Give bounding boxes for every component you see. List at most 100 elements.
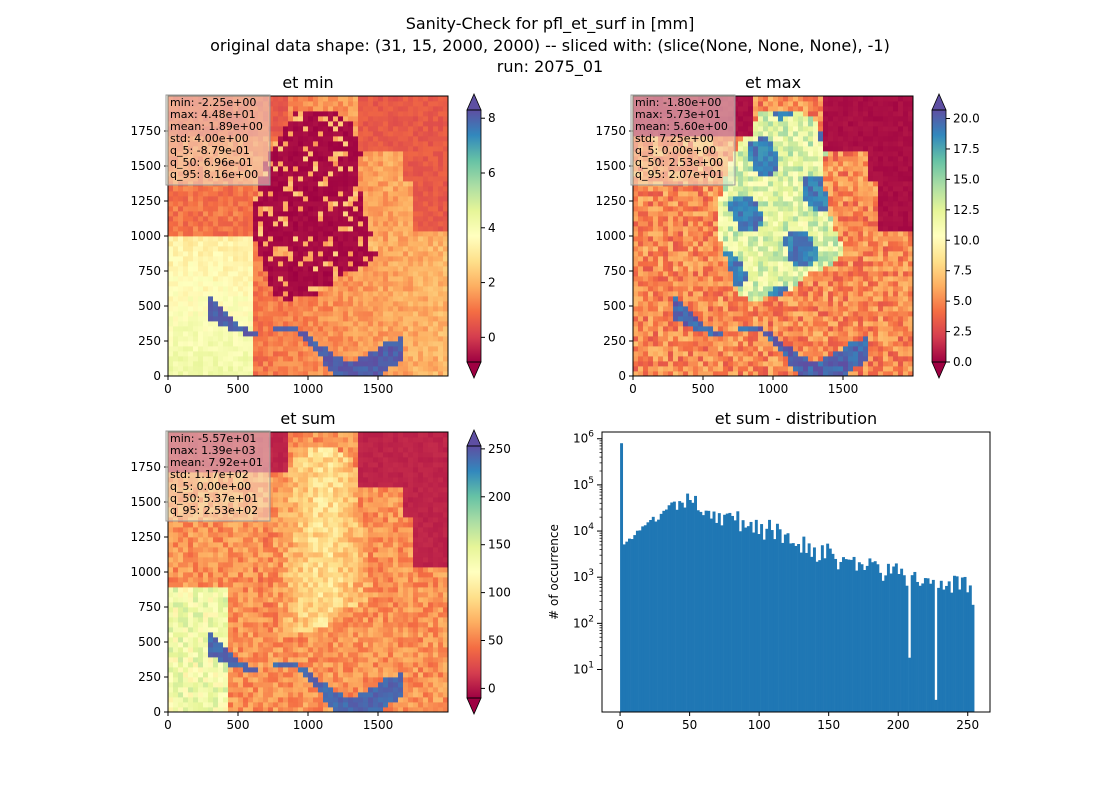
- heatmap-cell: [193, 246, 199, 252]
- heatmap-cell: [758, 291, 764, 297]
- heatmap-cell: [393, 286, 399, 292]
- heatmap-cell: [433, 231, 439, 237]
- heatmap-cell: [698, 216, 704, 222]
- heatmap-cell: [298, 106, 304, 112]
- heatmap-cell: [378, 111, 384, 117]
- heatmap-cell: [368, 186, 374, 192]
- heatmap-cell: [688, 301, 694, 307]
- heatmap-cell: [368, 126, 374, 132]
- heatmap-cell: [783, 351, 789, 357]
- heatmap-cell: [708, 286, 714, 292]
- heatmap-cell: [438, 366, 444, 372]
- heatmap-cell: [418, 331, 424, 337]
- heatmap-cell: [348, 371, 354, 376]
- heatmap-cell: [733, 341, 739, 347]
- heatmap-cell: [263, 251, 269, 257]
- heatmap-cell: [218, 196, 224, 202]
- heatmap-cell: [703, 316, 709, 322]
- heatmap-cell: [233, 271, 239, 277]
- heatmap-cell: [253, 196, 259, 202]
- heatmap-cell: [373, 371, 379, 376]
- heatmap-cell: [428, 146, 434, 152]
- heatmap-cell: [753, 226, 759, 232]
- heatmap-cell: [318, 351, 324, 357]
- heatmap-cell: [643, 261, 649, 267]
- heatmap-cell: [423, 136, 429, 142]
- heatmap-cell: [263, 221, 269, 227]
- heatmap-cell: [408, 201, 414, 207]
- heatmap-cell: [693, 236, 699, 242]
- heatmap-cell: [238, 231, 244, 237]
- heatmap-cell: [343, 141, 349, 147]
- heatmap-cell: [408, 316, 414, 322]
- heatmap-cell: [438, 156, 444, 162]
- heatmap-cell: [633, 311, 639, 317]
- heatmap-cell: [288, 131, 294, 137]
- heatmap-cell: [218, 371, 224, 376]
- heatmap-cell: [343, 216, 349, 222]
- heatmap-cell: [328, 291, 334, 297]
- heatmap-cell: [438, 321, 444, 327]
- heatmap-cell: [748, 221, 754, 227]
- heatmap-cell: [653, 366, 659, 372]
- heatmap-cell: [248, 366, 254, 372]
- heatmap-cell: [213, 356, 219, 362]
- heatmap-cell: [763, 266, 769, 272]
- heatmap-cell: [223, 336, 229, 342]
- heatmap-cell: [358, 361, 364, 367]
- heatmap-cell: [438, 326, 444, 332]
- heatmap-cell: [403, 246, 409, 252]
- heatmap-cell: [328, 261, 334, 267]
- heatmap-cell: [648, 341, 654, 347]
- heatmap-cell: [348, 251, 354, 257]
- heatmap-cell: [318, 211, 324, 217]
- heatmap-cell: [423, 111, 429, 117]
- heatmap-cell: [393, 221, 399, 227]
- heatmap-cell: [323, 361, 329, 367]
- heatmap-cell: [353, 291, 359, 297]
- heatmap-cell: [743, 261, 749, 267]
- heatmap-cell: [288, 331, 294, 337]
- heatmap-cell: [653, 341, 659, 347]
- heatmap-cell: [698, 241, 704, 247]
- heatmap-cell: [183, 241, 189, 247]
- heatmap-cell: [303, 306, 309, 312]
- heatmap-cell: [758, 366, 764, 372]
- heatmap-cell: [288, 221, 294, 227]
- heatmap-cell: [343, 301, 349, 307]
- heatmap-cell: [243, 206, 249, 212]
- heatmap-cell: [383, 236, 389, 242]
- heatmap-cell: [258, 326, 264, 332]
- heatmap-cell: [173, 266, 179, 272]
- heatmap-cell: [423, 121, 429, 127]
- heatmap-cell: [403, 166, 409, 172]
- heatmap-cell: [238, 286, 244, 292]
- heatmap-cell: [298, 261, 304, 267]
- heatmap-cell: [373, 111, 379, 117]
- heatmap-cell: [188, 346, 194, 352]
- heatmap-cell: [403, 136, 409, 142]
- heatmap-cell: [303, 171, 309, 177]
- heatmap-cell: [428, 231, 434, 237]
- heatmap-cell: [793, 356, 799, 362]
- heatmap-cell: [303, 296, 309, 302]
- heatmap-cell: [303, 141, 309, 147]
- heatmap-cell: [238, 361, 244, 367]
- heatmap-cell: [258, 231, 264, 237]
- heatmap-cell: [243, 266, 249, 272]
- heatmap-cell: [213, 211, 219, 217]
- heatmap-cell: [263, 311, 269, 317]
- heatmap-cell: [668, 216, 674, 222]
- heatmap-cell: [668, 271, 674, 277]
- heatmap-cell: [248, 261, 254, 267]
- heatmap-cell: [428, 176, 434, 182]
- heatmap-cell: [788, 146, 794, 152]
- heatmap-cell: [203, 301, 209, 307]
- heatmap-cell: [178, 356, 184, 362]
- heatmap-cell: [658, 266, 664, 272]
- heatmap-cell: [688, 351, 694, 357]
- heatmap-cell: [658, 341, 664, 347]
- heatmap-cell: [383, 276, 389, 282]
- heatmap-cell: [723, 256, 729, 262]
